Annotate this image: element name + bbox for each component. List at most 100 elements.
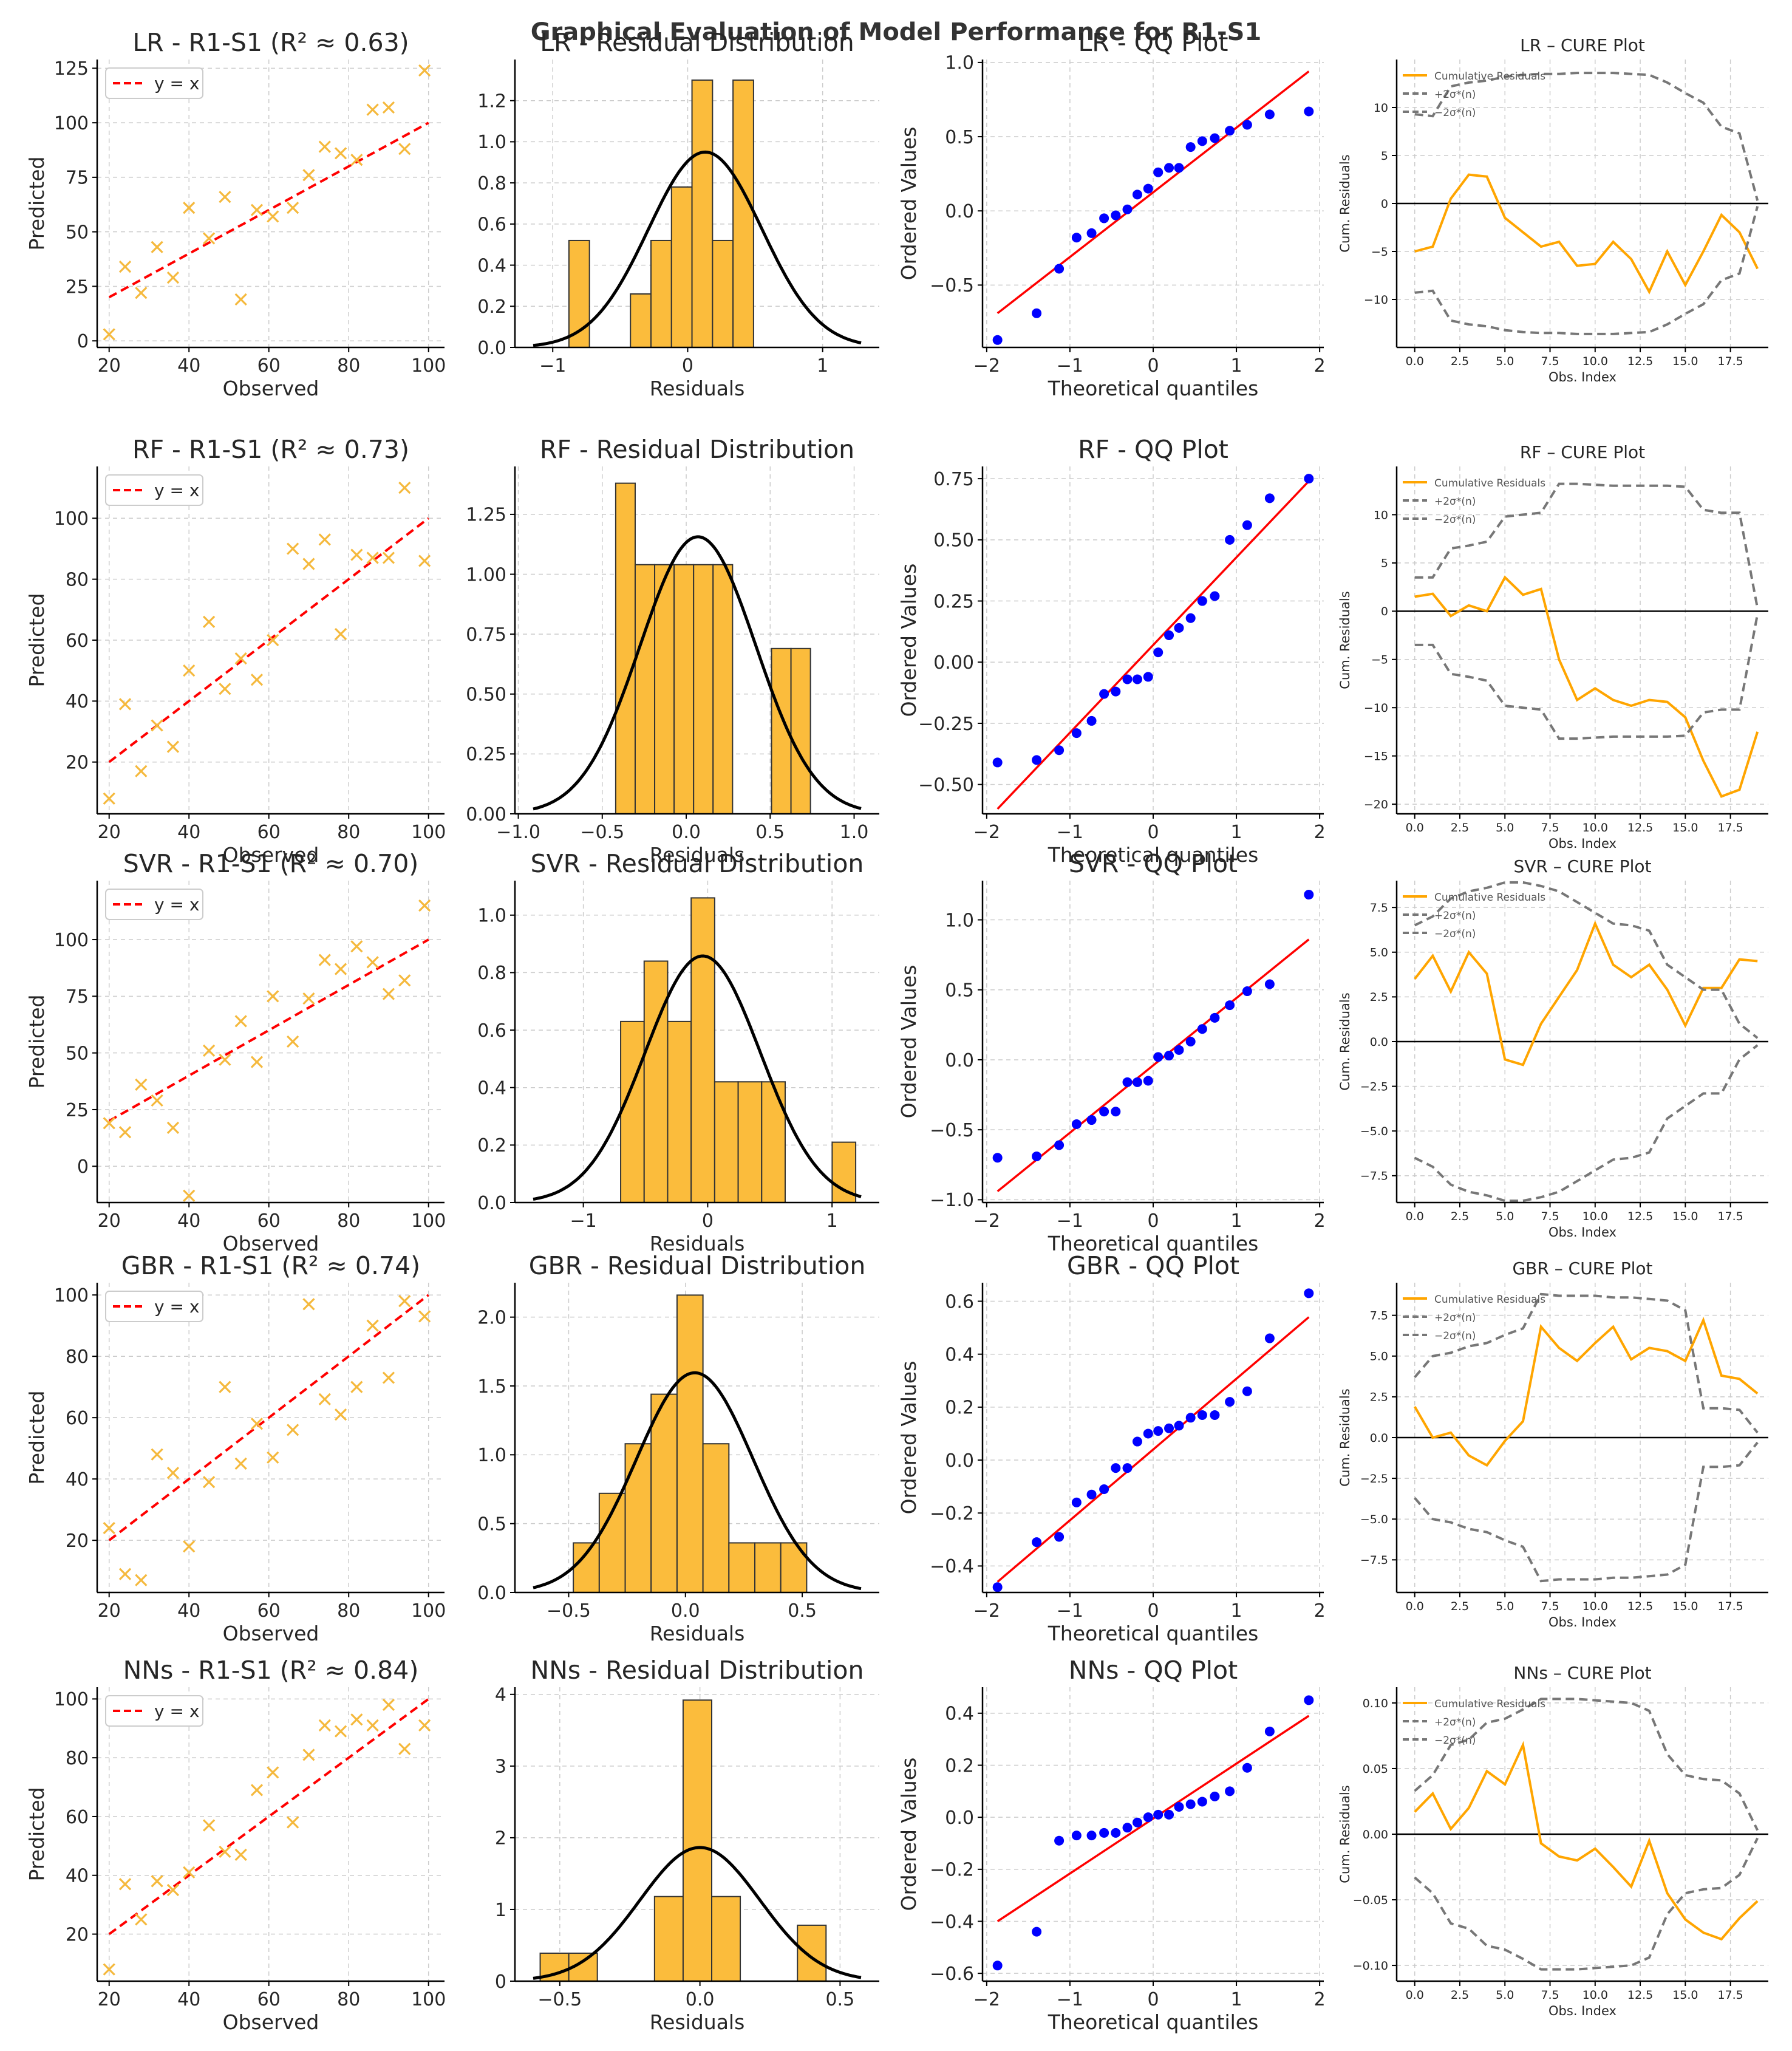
x-tick-label: 100	[411, 1989, 446, 2010]
qq-point	[1099, 1107, 1109, 1117]
y-tick-label: 0.25	[933, 591, 974, 612]
legend-label: Cumulative Residuals	[1434, 1698, 1545, 1710]
x-tick-label: −2	[973, 822, 1000, 843]
y-tick-label: −2.5	[1360, 1080, 1388, 1093]
qq-point	[1225, 1786, 1235, 1797]
legend-label: y = x	[154, 480, 199, 500]
x-tick-label: 60	[257, 1989, 281, 2010]
x-tick-label: 0.0	[1406, 1600, 1424, 1613]
qq-point	[1086, 1115, 1097, 1125]
x-tick-label: 15.0	[1672, 355, 1698, 368]
x-tick-label: 0.0	[672, 822, 701, 843]
y-tick-label: 60	[66, 1807, 89, 1828]
y-tick-label: 0.00	[1363, 1828, 1388, 1841]
qq-point	[1174, 163, 1184, 173]
y-tick-label: 0.6	[945, 1291, 974, 1312]
y-tick-label: 0.00	[466, 804, 506, 825]
chart-title: SVR - Residual Distribution	[531, 849, 864, 878]
chart-title: RF – CURE Plot	[1520, 442, 1645, 462]
x-tick-label: 2	[1314, 1600, 1326, 1622]
qq-point	[1132, 674, 1142, 684]
y-axis-label: Ordered Values	[897, 1361, 921, 1515]
x-tick-label: 15.0	[1672, 1988, 1698, 2002]
scatter-point	[151, 1094, 163, 1107]
y-tick-label: 25	[66, 276, 89, 298]
y-tick-label: 1.0	[945, 53, 974, 74]
y-tick-label: 0.10	[1363, 1697, 1388, 1710]
qq-point	[1071, 1119, 1082, 1129]
scatter-point	[287, 1816, 299, 1829]
qq-point	[1174, 1421, 1184, 1431]
x-tick-label: 5.0	[1496, 1210, 1514, 1223]
qq-point	[1099, 1827, 1109, 1838]
scatter-point	[151, 719, 163, 732]
x-tick-label: 5.0	[1496, 821, 1514, 834]
y-tick-label: 40	[66, 1866, 89, 1887]
x-axis-label: Observed	[223, 843, 319, 867]
chart-title: NNs - R1-S1 (R² ≈ 0.84)	[123, 1656, 419, 1685]
x-tick-label: 17.5	[1717, 1600, 1743, 1613]
qq-point	[1122, 674, 1133, 684]
qq-point	[1210, 1791, 1220, 1801]
x-tick-label: 10.0	[1582, 1988, 1608, 2002]
scatter-point	[183, 664, 196, 677]
scatter-point	[202, 615, 216, 629]
qq-point	[1122, 204, 1133, 214]
y-tick-label: 80	[66, 1346, 89, 1368]
x-axis-label: Residuals	[650, 843, 745, 867]
y-tick-label: 0.0	[1370, 1036, 1388, 1049]
qq-point	[1111, 210, 1121, 220]
y-tick-label: 2.0	[477, 1307, 506, 1328]
qq-point	[1153, 1052, 1163, 1062]
chart-title: NNs – CURE Plot	[1513, 1663, 1651, 1683]
identity-line	[108, 938, 429, 1122]
y-axis-label: Ordered Values	[897, 564, 921, 717]
y-tick-label: −7.5	[1360, 1170, 1388, 1183]
lower-bound-line	[1414, 613, 1759, 740]
scatter-point	[135, 287, 148, 299]
scatter-point	[382, 988, 395, 1000]
chart-title: GBR - R1-S1 (R² ≈ 0.74)	[121, 1251, 420, 1280]
x-tick-label: 1	[1231, 1989, 1242, 2010]
scatter-point	[318, 140, 331, 153]
scatter-point	[166, 1121, 180, 1134]
x-tick-label: 60	[257, 1600, 281, 1622]
qq-point	[1132, 189, 1142, 200]
qq-point	[1111, 1463, 1121, 1473]
qq-point	[1264, 1726, 1275, 1736]
qq-point	[1197, 1410, 1207, 1420]
y-tick-label: −2.5	[1360, 1472, 1388, 1486]
x-tick-label: −1	[1057, 355, 1083, 377]
x-tick-label: 0	[1147, 822, 1159, 843]
x-axis-label: Obs. Index	[1548, 370, 1617, 384]
legend-label: −2σ*(n)	[1434, 928, 1476, 940]
y-tick-label: −0.25	[918, 714, 974, 735]
qq-point	[1071, 728, 1082, 739]
cumulative-residuals-line	[1414, 920, 1758, 1066]
histogram-bar	[693, 564, 714, 814]
qq-point	[1071, 1831, 1082, 1841]
scatter-point	[350, 154, 363, 166]
scatter-point	[418, 555, 431, 567]
scatter-point	[318, 533, 331, 546]
y-tick-label: 80	[66, 569, 89, 590]
y-tick-label: 20	[66, 752, 89, 774]
normal-curve	[533, 150, 862, 347]
y-tick-label: 50	[66, 222, 89, 243]
x-tick-label: 5.0	[1496, 1600, 1514, 1613]
x-tick-label: 7.5	[1541, 355, 1559, 368]
x-axis-label: Residuals	[650, 377, 745, 400]
qq-point	[1225, 1000, 1235, 1011]
x-tick-label: 12.5	[1627, 1988, 1653, 2002]
x-tick-label: 40	[177, 355, 200, 377]
qq-point	[1099, 1484, 1109, 1494]
x-tick-label: 0.0	[1406, 821, 1424, 834]
qq-point	[1122, 1463, 1133, 1473]
qq-point	[1225, 1397, 1235, 1407]
qq-point	[1210, 1012, 1220, 1023]
qq-point	[1153, 647, 1163, 658]
x-tick-label: −1	[1057, 1600, 1083, 1622]
y-tick-label: −5.0	[1360, 1513, 1388, 1526]
